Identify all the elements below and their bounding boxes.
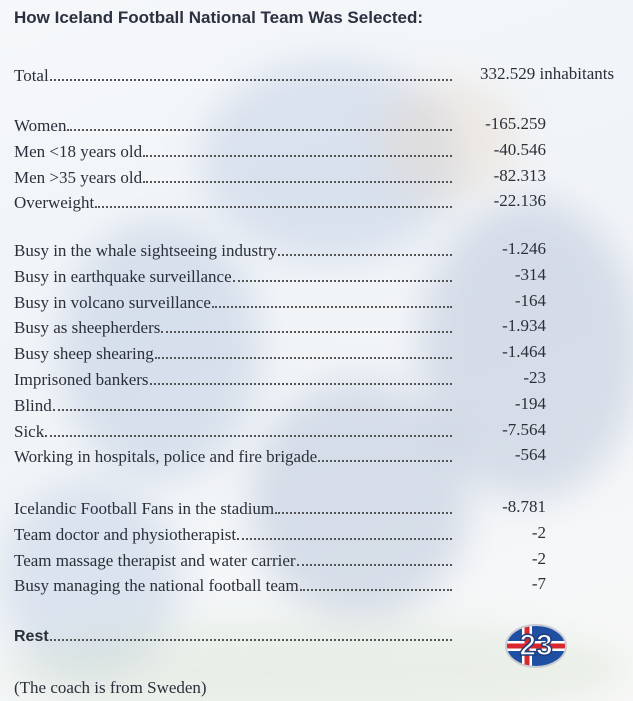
leader-dots <box>45 434 452 437</box>
leader-dots <box>232 279 452 282</box>
row-value: -1.934 <box>502 316 546 336</box>
leader-dots <box>318 460 452 463</box>
row: Busy as sheepherders <box>14 314 452 338</box>
leader-dots <box>237 537 452 540</box>
row-label: Busy managing the national football team <box>14 576 299 596</box>
row-value: -23 <box>523 368 546 387</box>
row-value: -1.246 <box>502 239 546 258</box>
row: Blind <box>14 392 452 416</box>
row-label: Blind <box>14 395 52 415</box>
row-label: Men >35 years old <box>14 167 143 187</box>
row: Team massage therapist and water carrier <box>14 547 452 571</box>
row: Busy in volcano surveillance <box>14 289 452 313</box>
row: Men >35 years old <box>14 164 452 188</box>
row-value: -314 <box>514 264 546 284</box>
row-label: Rest <box>14 628 49 645</box>
row-value: -2 <box>531 522 546 542</box>
flag-badge <box>505 624 567 668</box>
row-value: 332.529 inhabitants <box>480 64 615 83</box>
row: Overweight <box>14 189 452 213</box>
row-label: Team doctor and physiotherapist <box>14 524 237 544</box>
row: Sick <box>14 418 452 442</box>
row: Men <18 years old <box>14 138 452 162</box>
row-value: -165.259 <box>485 114 546 133</box>
row-label: Busy in the whale sightseeing industry <box>14 241 278 260</box>
row-label: Working in hospitals, police and fire br… <box>14 447 318 467</box>
leader-dots <box>52 408 452 411</box>
row-value: -8.781 <box>502 497 546 516</box>
leader-dots <box>299 589 452 592</box>
row-value: -194 <box>514 393 546 413</box>
footnote: (The coach is from Sweden) <box>14 678 207 697</box>
row: Team doctor and physiotherapist <box>14 521 452 545</box>
row: Busy managing the national football team <box>14 572 452 596</box>
row-value: -7.564 <box>502 419 546 439</box>
row: Busy in the whale sightseeing industry <box>14 237 452 261</box>
row: Rest <box>14 622 452 646</box>
row-label: Men <18 years old <box>14 141 143 161</box>
rest-badge: 23 <box>504 624 568 668</box>
leader-dots <box>211 305 452 308</box>
row-value: -564 <box>514 445 546 465</box>
row: Total <box>14 62 452 86</box>
leader-dots <box>296 563 452 566</box>
leader-dots <box>143 154 452 157</box>
row-value: -164 <box>514 290 546 310</box>
row-label: Sick <box>14 421 45 441</box>
row: Women <box>14 112 452 136</box>
row-label: Busy in earthquake surveillance <box>14 266 232 286</box>
leader-dots <box>49 79 452 81</box>
row-value: -1.464 <box>502 342 546 362</box>
leader-dots <box>154 357 452 360</box>
rest-value: 23 <box>519 628 554 663</box>
row-label: Total <box>14 66 49 85</box>
row-label: Busy as sheepherders <box>14 318 161 338</box>
row-label: Busy sheep shearing <box>14 344 154 364</box>
row: Busy sheep shearing <box>14 340 452 364</box>
row-label: Team massage therapist and water carrier <box>14 550 296 570</box>
row-value: -22.136 <box>493 191 546 211</box>
leader-dots <box>95 206 452 209</box>
row-label: Busy in volcano surveillance <box>14 292 211 312</box>
leader-dots <box>67 129 452 131</box>
row: Busy in earthquake surveillance <box>14 263 452 287</box>
title: How Iceland Football National Team Was S… <box>14 8 424 27</box>
row-label: Women <box>14 116 67 135</box>
leader-dots <box>49 639 452 641</box>
row-value: -82.313 <box>493 165 546 185</box>
leader-dots <box>149 383 452 385</box>
leader-dots <box>143 180 452 183</box>
row-label: Overweight <box>14 193 95 213</box>
row-label: Imprisoned bankers <box>14 370 149 389</box>
row: Working in hospitals, police and fire br… <box>14 443 452 467</box>
leader-dots <box>275 512 452 514</box>
leader-dots <box>278 254 452 256</box>
row-value: -2 <box>531 548 546 568</box>
leader-dots <box>161 331 452 334</box>
row-value: -7 <box>531 574 546 594</box>
row: Icelandic Football Fans in the stadium <box>14 495 452 519</box>
row-label: Icelandic Football Fans in the stadium <box>14 499 275 518</box>
row-value: -40.546 <box>493 139 546 159</box>
row: Imprisoned bankers <box>14 366 452 390</box>
